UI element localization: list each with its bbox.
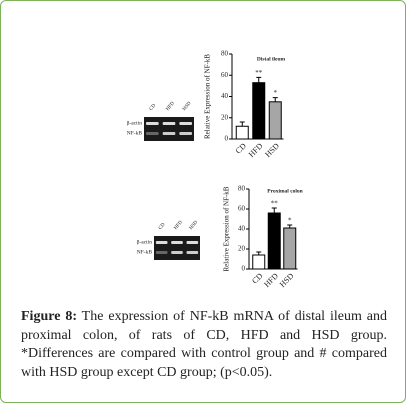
lane-label: HFD	[166, 101, 177, 112]
y-tick-label: 0	[242, 265, 246, 273]
lane-label: CD	[158, 222, 167, 231]
caption: Figure 8: The expression of NF-kB mRNA o…	[21, 308, 387, 382]
caption-text: The expression of NF-kB mRNA of distal i…	[21, 309, 388, 380]
y-axis-label: Relative Expression of NF-kB	[223, 186, 231, 271]
chart-title: Distal ileum	[257, 56, 286, 62]
bar	[252, 254, 266, 270]
y-tick-label: 80	[221, 50, 229, 58]
y-axis-label: Relative Expression of NF-kB	[204, 54, 212, 139]
y-tick-label: 20	[221, 113, 229, 121]
band	[171, 241, 183, 244]
gel	[154, 236, 200, 260]
x-tick-label: HSD	[278, 271, 296, 289]
band	[186, 251, 199, 254]
significance: **	[255, 69, 263, 77]
significance: **	[271, 200, 279, 208]
bar	[235, 125, 249, 140]
y-tick-label: 60	[221, 71, 229, 79]
error-bar	[239, 121, 245, 127]
bar	[267, 212, 281, 270]
x-tick-label: HFD	[262, 271, 280, 289]
y-tick-label: 0	[225, 135, 229, 143]
y-tick-label: 80	[238, 185, 246, 193]
band	[171, 251, 183, 254]
row-label: NF-kB	[137, 249, 153, 255]
significance: *	[274, 89, 278, 97]
lane-label: HFD	[174, 220, 185, 231]
band	[179, 132, 192, 135]
lane-label: HSD	[189, 220, 200, 231]
band	[162, 122, 176, 125]
x-tick-label: HFD	[247, 141, 265, 159]
error-bar	[271, 207, 277, 213]
error-bar	[256, 251, 262, 255]
band	[179, 122, 192, 125]
lane-label: HSD	[182, 101, 193, 112]
x-tick-label: CD	[234, 141, 248, 155]
band	[146, 122, 159, 125]
error-bar	[256, 76, 262, 83]
y-tick-label: 40	[238, 225, 246, 233]
band	[162, 132, 176, 135]
x-tick-label: HSD	[263, 141, 281, 159]
caption-label: Figure 8:	[21, 309, 77, 324]
y-tick-label: 20	[238, 245, 246, 253]
band	[146, 132, 159, 135]
gel	[144, 117, 194, 141]
bar	[283, 227, 297, 270]
y-tick-label: 40	[221, 92, 229, 100]
row-label: β-actin	[127, 120, 143, 126]
lane-label: CD	[149, 103, 158, 112]
row-label: NF-kB	[127, 130, 143, 136]
significance: *	[288, 217, 292, 225]
band	[186, 241, 199, 244]
error-bar	[287, 224, 293, 228]
band	[155, 241, 168, 244]
band	[155, 251, 168, 254]
error-bar	[272, 97, 278, 102]
row-label: β-actin	[137, 239, 153, 245]
y-tick-label: 60	[238, 205, 246, 213]
chart-title: Proximal colon	[267, 188, 303, 194]
bar	[268, 101, 282, 140]
bar	[252, 82, 266, 140]
